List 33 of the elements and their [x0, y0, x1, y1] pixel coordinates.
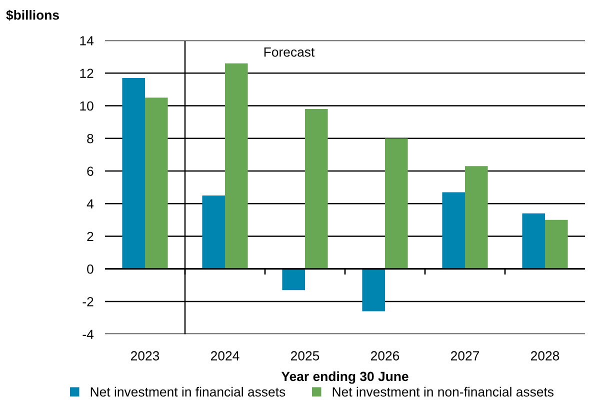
y-tick-label: 6 — [87, 166, 94, 176]
y-tick-label: 4 — [86, 199, 94, 208]
legend-label: Net investment in non-financial assets — [332, 386, 554, 397]
y-tick-label: 10 — [80, 101, 94, 111]
y-tick-label: -2 — [82, 297, 94, 306]
x-tick-label: 2025 — [290, 351, 320, 360]
y-tick-label: 0 — [87, 264, 94, 274]
bar — [225, 63, 248, 269]
bar — [362, 268, 385, 312]
y-tick-label: 2 — [87, 232, 94, 242]
annotation: Forecast — [264, 48, 315, 57]
y-axis-title: $billions — [6, 10, 59, 21]
bar — [385, 138, 408, 269]
bar — [122, 78, 145, 269]
x-axis-title: Year ending 30 June — [281, 371, 408, 384]
bar — [465, 166, 488, 269]
bar — [282, 268, 305, 290]
y-tick-label: 8 — [87, 134, 94, 144]
bar — [545, 220, 568, 269]
legend-label: Net investment in financial assets — [90, 386, 286, 397]
x-tick-label: 2023 — [130, 351, 160, 360]
y-tick-label: -4 — [82, 330, 94, 339]
x-tick-label: 2026 — [370, 351, 400, 360]
bar — [202, 195, 225, 269]
x-tick-label: 2028 — [530, 351, 560, 360]
y-tick-label: 12 — [80, 68, 94, 78]
bar — [305, 109, 328, 269]
y-tick-label: 14 — [80, 36, 94, 46]
bar — [145, 98, 168, 269]
bar — [522, 213, 545, 269]
x-tick-label: 2024 — [210, 351, 240, 360]
x-tick-label: 2027 — [450, 351, 480, 360]
bar — [442, 192, 465, 269]
